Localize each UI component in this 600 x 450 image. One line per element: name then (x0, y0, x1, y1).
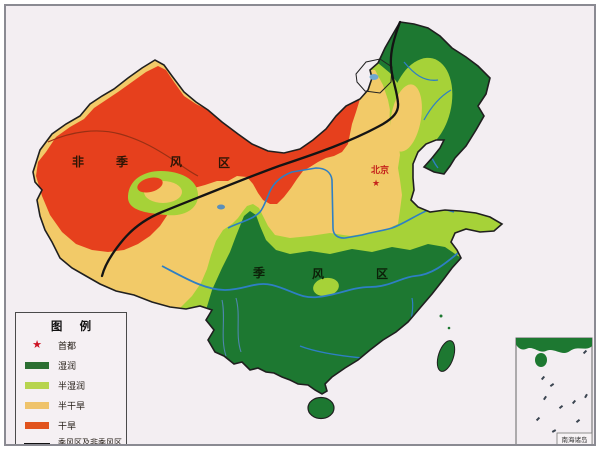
legend-item-semi-arid: 半干旱 (16, 395, 126, 415)
tripoint-border-detail (355, 58, 393, 94)
legend-label-arid: 干旱 (58, 420, 77, 431)
legend-label-boundary: 季风区及非季风区 (58, 438, 122, 446)
monsoon-char-3: 区 (376, 267, 388, 281)
yangtze-river (161, 252, 459, 299)
monsoon-char-2: 风 (312, 267, 324, 281)
legend-item-humid: 湿润 (16, 355, 126, 375)
legend-title: 图 例 (50, 321, 99, 333)
inset-coast (516, 338, 592, 353)
semi-arid-swatch (24, 401, 50, 409)
inset-hainan (535, 353, 547, 367)
coastal-islet-2 (447, 326, 451, 330)
china-outline (32, 21, 504, 395)
legend-label-semi-humid: 半湿润 (58, 380, 86, 391)
legend-label-semi-arid: 半干旱 (58, 400, 86, 411)
legend-label-humid: 湿润 (58, 360, 77, 371)
china-climate-map: 非 季 风 区 季 风 区 北京 ★ 南海诸岛 (32, 20, 593, 444)
humid-swatch (24, 361, 50, 369)
monsoon-char-1: 季 (252, 265, 266, 280)
beijing-star: ★ (372, 178, 380, 188)
hulun-lake (369, 74, 379, 80)
non-monsoon-char-4: 区 (218, 156, 230, 170)
legend-item-arid: 干旱 (16, 415, 126, 435)
non-monsoon-char-2: 季 (115, 154, 129, 169)
southwest-rivers (221, 297, 242, 357)
non-monsoon-char-1: 非 (72, 154, 84, 169)
inset-frame (515, 337, 593, 444)
tarim-river (47, 130, 199, 177)
inset-map-south-china-sea: 南海诸岛 (515, 337, 593, 444)
label-monsoon-region: 季 风 区 (252, 265, 388, 281)
legend-item-semi-humid: 半湿润 (16, 375, 126, 395)
map-paper: 非 季 风 区 季 风 区 北京 ★ 南海诸岛 图 例 ★ 首都 (4, 4, 596, 446)
capital-star-icon: ★ (32, 338, 42, 351)
zone-arid-swirl-finger (137, 177, 163, 193)
non-monsoon-char-3: 风 (170, 155, 182, 169)
legend: 图 例 ★ 首都 湿润 半湿润 半干旱 干旱 季风区及非季风区 分界线 (15, 312, 127, 446)
yellow-river (227, 167, 455, 239)
label-non-monsoon-region: 非 季 风 区 (72, 154, 230, 170)
inset-label: 南海诸岛 (562, 435, 588, 444)
inset-label-box (556, 432, 593, 444)
inset-islands (535, 349, 588, 433)
boundary-line-icon (24, 443, 50, 444)
beijing-label: 北京 (371, 164, 389, 175)
legend-label-capital: 首都 (58, 340, 77, 351)
semi-humid-swatch (24, 381, 50, 389)
monsoon-boundary-line (100, 20, 402, 278)
arid-swatch (24, 421, 50, 429)
zone-semi-humid-basin-spot (313, 277, 339, 297)
qinghai-lake (217, 204, 225, 210)
zone-arid (36, 66, 360, 252)
taiwan-island (436, 340, 456, 372)
legend-item-boundary: 季风区及非季风区 分界线 (16, 438, 126, 446)
coastal-islet-1 (439, 314, 443, 318)
legend-item-capital: ★ 首都 (16, 335, 126, 355)
hainan-island (307, 396, 335, 420)
